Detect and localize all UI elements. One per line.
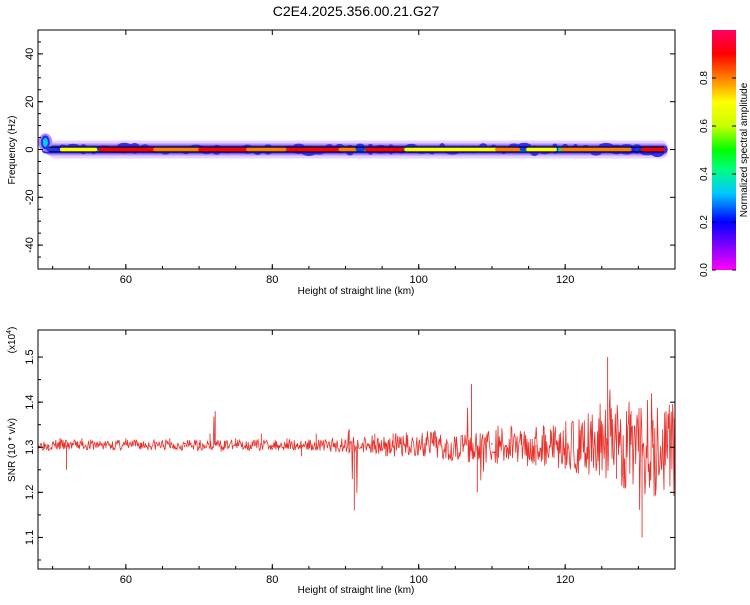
heatmap-onset-core (42, 137, 48, 147)
colorbar-gradient (712, 30, 736, 270)
colorbar-tick-label: 0.0 (699, 263, 710, 277)
colorbar-tick-label: 0.8 (699, 71, 710, 85)
snr-x-tick-label: 80 (266, 574, 278, 586)
heatmap-ridge-segment (98, 147, 163, 152)
heatmap-blob (355, 143, 366, 153)
snr-x-tick-label: 100 (410, 574, 428, 586)
heatmap-ridge-segment (198, 147, 252, 152)
spectrogram-x-tick-label: 80 (266, 274, 278, 286)
snr-y-tick-label: 1.1 (24, 530, 36, 545)
heatmap-ridge-segment (153, 147, 202, 152)
snr-y-multiplier: (x104) (6, 327, 18, 354)
snr-y-tick-label: 1.4 (24, 395, 36, 410)
spectrogram-panel: 60 80 100 120 40 20 0 -20 -40 Height of straight… (7, 29, 676, 297)
spectrogram-y-label: Frequency (Hz) (7, 116, 18, 185)
heatmap-ridge-segment (246, 147, 287, 152)
heatmap-ridge-segment (560, 147, 625, 152)
snr-y-tick-label: 1.2 (24, 485, 36, 500)
heatmap-ridge-segment (526, 147, 557, 152)
chart-title: C2E4.2025.356.00.21.G27 (273, 3, 440, 19)
heatmap-ridge-segment (59, 147, 98, 152)
spectrogram-y-tick-label: 20 (24, 96, 36, 108)
snr-x-tick-label: 120 (556, 574, 574, 586)
spectrogram-x-tick-label: 120 (556, 274, 574, 286)
snr-x-tick-label: 60 (120, 574, 132, 586)
colorbar: 0.0 0.2 0.4 0.6 0.8 Normalized spectral ampl… (699, 30, 750, 277)
heatmap-ridge-segment (364, 147, 404, 152)
heatmap-ridge-segment (495, 147, 521, 152)
spectrogram-y-tick-label: 0 (24, 146, 36, 152)
colorbar-ticks: 0.0 0.2 0.4 0.6 0.8 (699, 71, 736, 277)
heatmap-ridge-segment (615, 147, 632, 152)
spectrogram-y-tick-label: 40 (24, 48, 36, 60)
snr-line-area (38, 357, 675, 538)
snr-y-label: SNR (10 * v/v) (7, 418, 18, 482)
spectrogram-y-tick-label: -20 (24, 189, 36, 205)
spectrogram-y-tick-label: -40 (24, 237, 36, 253)
snr-panel: 60 80 100 120 1.5 1.4 1.3 1.2 1.1 Height of stra… (6, 327, 676, 596)
snr-x-label: Height of straight line (km) (298, 585, 415, 596)
snr-y-tick-label: 1.3 (24, 440, 36, 455)
heatmap-ridge-segment (338, 147, 356, 152)
colorbar-tick-label: 0.6 (699, 119, 710, 133)
spectrogram-x-tick-label: 100 (410, 274, 428, 286)
snr-axes: 60 80 100 120 1.5 1.4 1.3 1.2 1.1 (24, 330, 675, 586)
colorbar-label: Normalized spectral amplitude (739, 82, 750, 217)
heatmap-ridge-segment (404, 147, 453, 152)
spectrogram-heatmap (38, 133, 668, 159)
heatmap-ridge-segment (641, 147, 666, 152)
heatmap-blob (46, 146, 60, 153)
snr-series-line (38, 389, 675, 510)
heatmap-ridge-segment (449, 147, 499, 152)
colorbar-tick-label: 0.2 (699, 215, 710, 229)
heatmap-ridge-segment (286, 147, 347, 152)
spectrogram-x-tick-label: 60 (120, 274, 132, 286)
snr-frame (37, 329, 676, 570)
spectrogram-axes: 60 80 100 120 40 20 0 -20 -40 (24, 29, 675, 286)
spectrogram-x-label: Height of straight line (km) (298, 286, 415, 297)
colorbar-tick-label: 0.4 (699, 167, 710, 181)
snr-y-tick-label: 1.5 (24, 349, 36, 364)
